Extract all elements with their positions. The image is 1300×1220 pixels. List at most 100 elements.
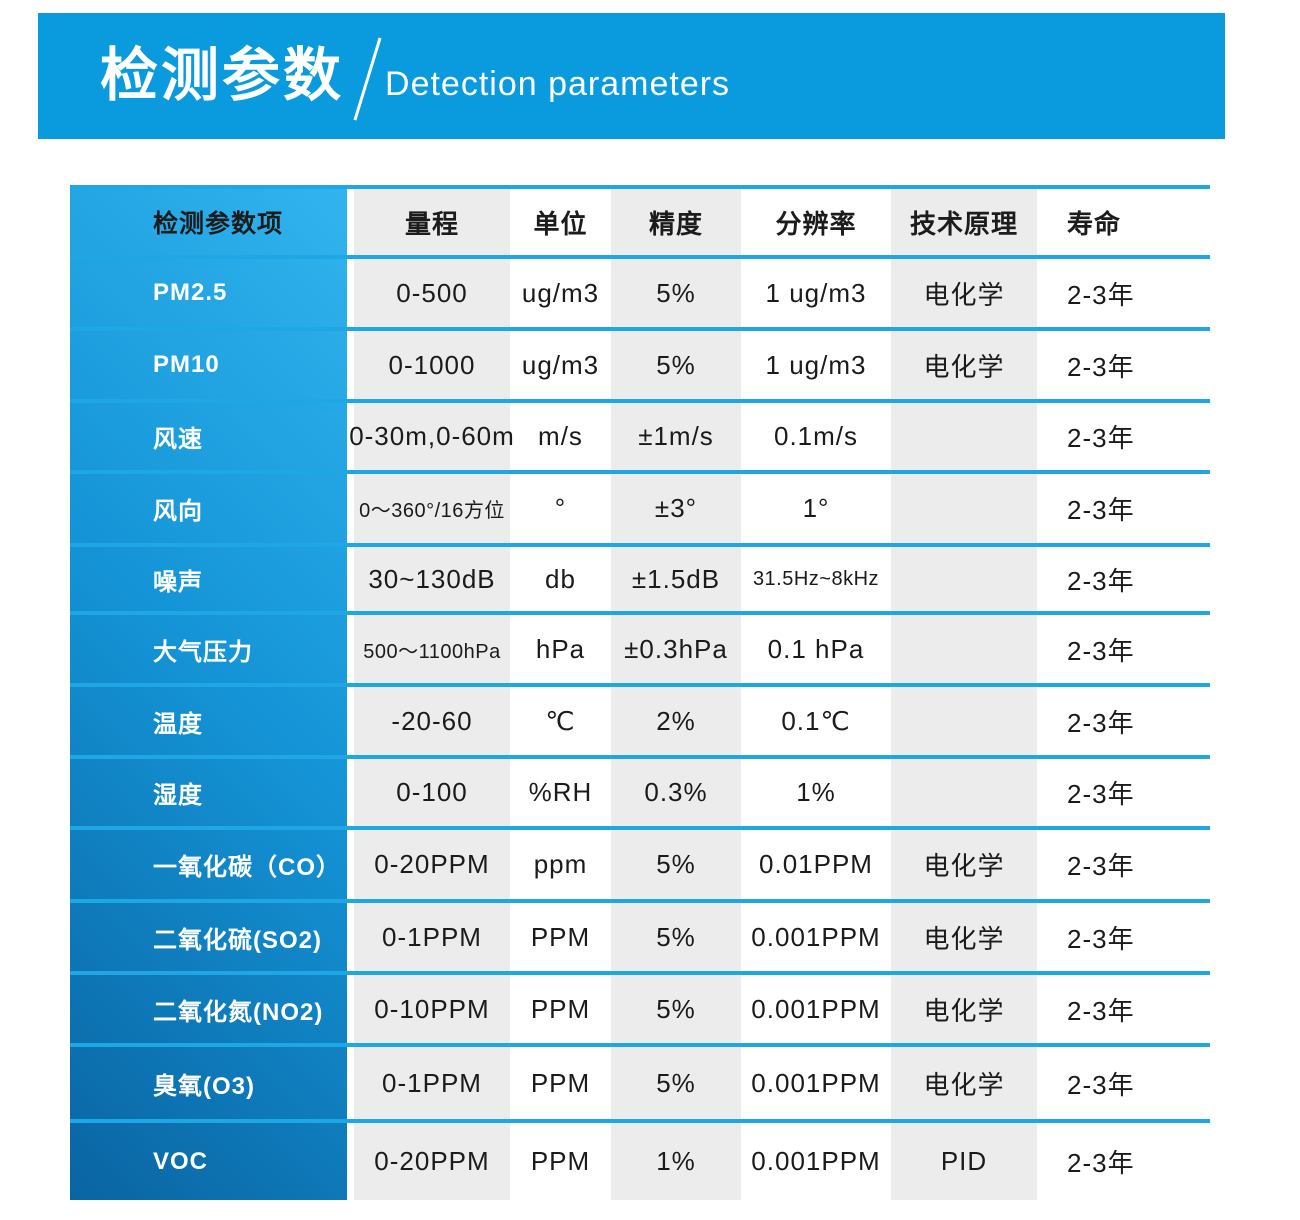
principle-column-stripe [891,185,1037,1200]
separator-line [70,826,1210,830]
accuracy-column-stripe [611,185,741,1200]
table-row: 二氧化氮(NO2) 0-10PPM PPM 5% 0.001PPM 电化学 2-3年 [70,975,1210,1043]
lifespan-cell: 2-3年 [1067,1148,1135,1178]
separator-line [70,1119,1210,1123]
separator-line [70,899,1210,903]
unit-cell: m/s [538,421,583,451]
table-row: 大气压力 500～1100hPa hPa ±0.3hPa 0.1 hPa 2-3年 [70,615,1210,683]
unit-cell: PPM [530,1146,591,1176]
resolution-cell: 0.001PPM [751,993,881,1024]
separator-line [70,611,1210,615]
resolution-cell: 0.01PPM [759,849,873,879]
principle-cell: 电化学 [923,995,1005,1026]
unit-cell: ℃ [545,705,576,736]
unit-cell: ppm [533,849,588,879]
lifespan-cell: 2-3年 [1067,707,1135,738]
resolution-cell: 0.1m/s [773,421,859,451]
range-column-stripe [354,185,510,1200]
resolution-cell: 1% [796,777,836,807]
unit-cell: %RH [528,777,593,807]
param-name-cell: 二氧化硫(SO2) [153,926,323,954]
principle-cell: PID [940,1146,988,1176]
lifespan-cell: 2-3年 [1067,1069,1135,1100]
separator-line [70,399,1210,403]
resolution-cell: 0.001PPM [751,1067,881,1098]
table-row: 臭氧(O3) 0-1PPM PPM 5% 0.001PPM 电化学 2-3年 [70,1047,1210,1119]
resolution-cell: 1 ug/m3 [765,349,867,380]
header-row: 检测参数项 量程 单位 精度 分辨率 技术原理 寿命 [70,189,1210,255]
unit-cell: PPM [530,993,591,1024]
param-name-cell: 二氧化氮(NO2) [153,998,324,1026]
lifespan-cell: 2-3年 [1067,923,1135,954]
separator-line [70,755,1210,759]
range-cell: 30~130dB [368,563,496,594]
separator-line [70,683,1210,687]
accuracy-cell: ±3° [654,493,698,523]
unit-cell: db [545,563,576,594]
lifespan-cell: 2-3年 [1067,779,1135,809]
header-cell: 单位 [533,208,588,239]
unit-cell: PPM [530,921,591,952]
table-row: 风速 0-30m,0-60m m/s ±1m/s 0.1m/s 2-3年 [70,403,1210,470]
resolution-cell: 0.1℃ [781,705,851,736]
unit-cell: hPa [535,633,586,664]
resolution-cell: 0.001PPM [751,1146,881,1176]
lifespan-cell: 2-3年 [1067,423,1135,453]
range-cell: 0～360°/16方位 [359,500,505,522]
header-cell: 检测参数项 [153,210,284,238]
range-cell: 0-20PPM [374,849,490,879]
range-cell: 0-1000 [388,349,476,380]
table-row: PM2.5 0-500 ug/m3 5% 1 ug/m3 电化学 2-3年 [70,259,1210,327]
accuracy-cell: 5% [656,993,696,1024]
unit-cell: ug/m3 [521,349,600,380]
param-name-cell: 大气压力 [153,638,253,666]
table-row: VOC 0-20PPM PPM 1% 0.001PPM PID 2-3年 [70,1123,1210,1200]
range-cell: 0-1PPM [382,921,482,952]
principle-cell: 电化学 [923,351,1005,382]
principle-cell: 电化学 [923,279,1005,310]
range-cell: 0-100 [396,777,468,807]
header-cell: 量程 [404,208,459,239]
page-banner: 检测参数 Detection parameters [38,13,1225,139]
accuracy-cell: 1% [656,1146,696,1176]
lifespan-cell: 2-3年 [1067,351,1135,382]
param-name-cell: VOC [153,1147,209,1175]
accuracy-cell: 5% [656,849,696,879]
separator-line [70,1043,1210,1047]
accuracy-cell: 5% [656,1067,696,1098]
principle-cell [891,759,1037,826]
header-cell: 技术原理 [909,208,1018,239]
lifespan-cell: 2-3年 [1067,565,1135,596]
range-cell: -20-60 [391,705,473,736]
separator-line [70,185,1210,189]
principle-cell: 电化学 [923,851,1005,881]
spec-table: 检测参数项 量程 单位 精度 分辨率 技术原理 寿命 PM2.5 0-500 ug/m3 5% 1 u… [70,185,1210,1200]
principle-cell: 电化学 [923,923,1005,954]
lifespan-cell: 2-3年 [1067,495,1135,525]
principle-cell [891,547,1037,611]
accuracy-cell: 5% [656,921,696,952]
resolution-cell: 0.1 hPa [767,633,865,664]
slash-divider [353,37,382,121]
resolution-cell: 31.5Hz~8kHz [752,567,880,590]
param-name-cell: PM2.5 [153,279,228,306]
accuracy-cell: ±1.5dB [631,563,721,594]
accuracy-cell: ±1m/s [638,421,714,451]
page-title-cn: 检测参数 [100,43,345,108]
header-cell: 寿命 [1067,208,1122,239]
range-cell: 0-1PPM [382,1067,482,1098]
separator-line [70,971,1210,975]
table-row: 风向 0～360°/16方位 ° ±3° 1° 2-3年 [70,474,1210,543]
table-row: 一氧化碳（CO） 0-20PPM ppm 5% 0.01PPM 电化学 2-3年 [70,830,1210,899]
separator-line [70,543,1210,547]
lifespan-cell: 2-3年 [1067,635,1135,666]
principle-cell [891,474,1037,543]
resolution-cell: 1° [802,493,830,523]
table-row: PM10 0-1000 ug/m3 5% 1 ug/m3 电化学 2-3年 [70,331,1210,399]
range-cell: 0-500 [396,277,468,308]
resolution-cell: 1 ug/m3 [765,277,867,308]
separator-line [70,470,1210,474]
table-row: 温度 -20-60 ℃ 2% 0.1℃ 2-3年 [70,687,1210,755]
param-name-cell: 臭氧(O3) [153,1072,255,1100]
